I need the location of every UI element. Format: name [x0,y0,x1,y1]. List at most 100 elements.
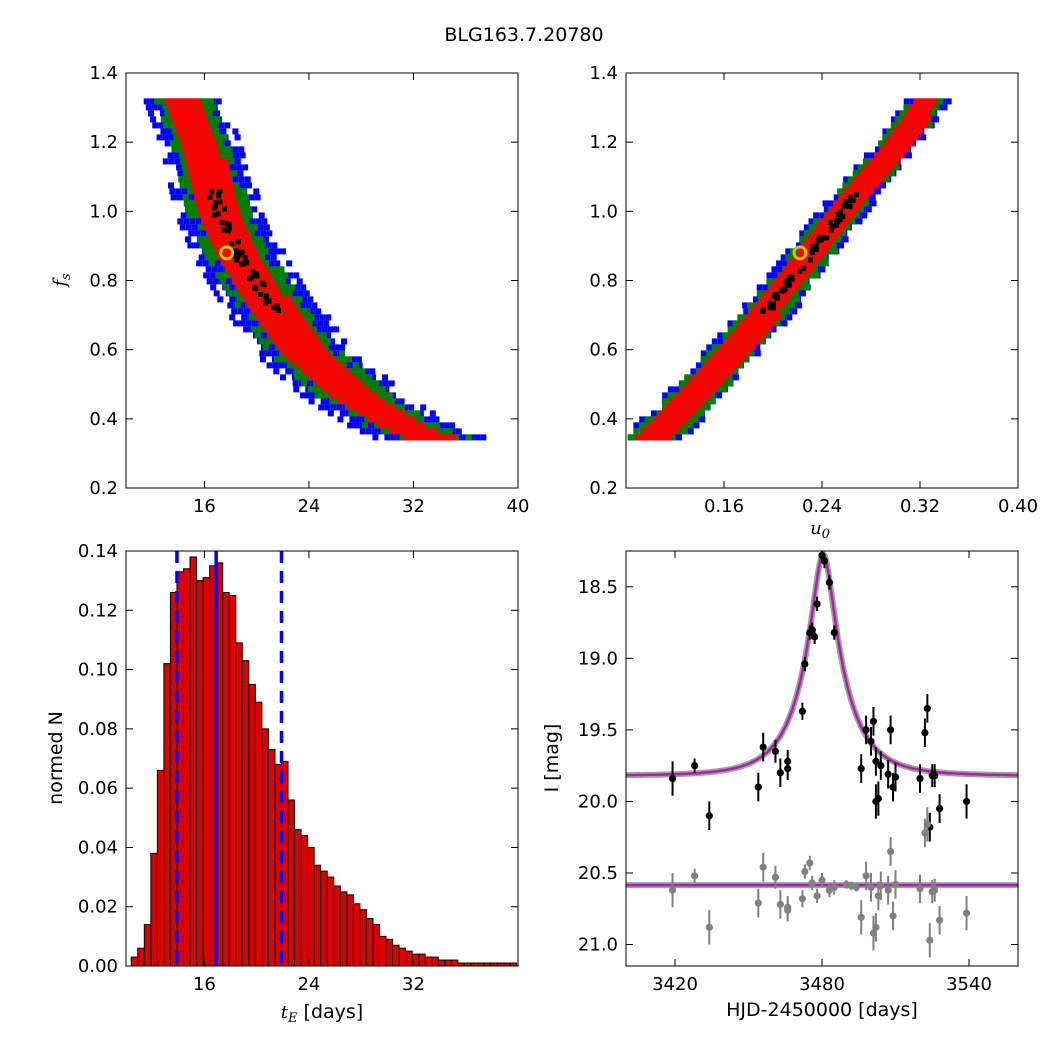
sigma1-cell [186,140,193,147]
sigma2-cell [882,134,889,141]
sigma1-cell [294,326,301,333]
sigma2-cell [633,428,640,435]
sigma2-cell [252,224,258,231]
sigma3-cell [292,380,299,387]
sigma1-cell [897,146,904,153]
data-point [884,770,892,778]
sigma2-cell [240,212,247,219]
sigma1-cell [197,122,204,129]
sigma1-cell [665,416,671,423]
sigma3-cell [427,416,434,423]
sigma2-cell [235,188,241,195]
best-chain-point [242,255,248,261]
sigma2-cell [793,296,800,303]
sigma1-cell [860,182,867,189]
sigma1-cell [756,314,763,321]
sigma1-cell [222,224,229,231]
sigma1-cell [351,380,358,387]
sigma2-cell [764,332,771,339]
sigma1-cell [313,368,320,375]
sigma1-cell [872,176,878,183]
sigma1-cell [693,386,700,393]
sigma1-cell [213,176,220,183]
sigma3-cell [920,134,927,141]
sigma3-cell [772,272,779,279]
sigma2-cell [722,332,729,339]
sigma1-cell [811,260,818,267]
sigma3-cell [870,200,877,207]
sigma2-cell [277,284,284,291]
sigma1-cell [272,338,279,345]
sigma3-cell [786,314,793,321]
sigma1-cell [326,374,333,381]
sigma3-cell [237,308,244,315]
sigma1-cell [176,98,183,105]
best-chain-point [229,241,235,247]
y-tick-label: 19.5 [578,720,618,741]
sigma1-cell [228,188,235,195]
sigma1-cell [334,386,341,393]
sigma1-cell [188,146,195,153]
sigma1-cell [359,404,366,411]
sigma1-cell [236,284,243,291]
sigma1-cell [331,368,338,375]
y-tick-label: 20.5 [578,863,618,884]
histogram-bar [176,571,184,966]
sigma2-cell [254,332,261,339]
data-point [962,909,971,917]
data-point [884,886,892,894]
sigma1-cell [731,344,738,351]
sigma1-cell [693,392,700,399]
sigma1-cell [880,152,887,159]
sigma3-cell [180,212,187,219]
sigma2-cell [933,104,940,111]
sigma1-cell [909,104,916,111]
sigma3-cell [239,320,246,327]
sigma3-cell [700,350,707,357]
data-point [872,923,880,931]
sigma1-cell [334,392,341,399]
sigma1-cell [902,140,909,147]
sigma1-cell [284,338,291,345]
sigma3-cell [780,254,787,261]
sigma1-cell [287,356,294,363]
sigma1-cell [810,254,817,261]
sigma3-cell [727,320,734,327]
sigma1-cell [219,176,226,183]
sigma1-cell [282,344,289,351]
sigma1-cell [175,110,182,117]
sigma1-cell [671,416,677,423]
sigma3-cell [813,212,820,219]
sigma3-cell [162,134,169,141]
sigma1-cell [314,374,321,381]
best-chain-point [226,225,232,231]
sigma1-cell [314,338,321,345]
panel-fs-vs-tE: 16 24 32 40 0.2 0.4 0.6 0.8 1.0 1.2 1.4 fs [50,63,529,517]
sigma3-cell [770,326,777,333]
sigma1-cell [379,398,386,405]
sigma1-cell [215,248,221,255]
sigma3-cell [210,284,217,291]
sigma2-cell [414,410,421,417]
sigma1-cell [393,410,400,417]
sigma1-cell [245,248,251,255]
sigma1-cell [345,380,352,387]
data-point [691,872,699,880]
sigma1-cell [431,428,438,435]
sigma1-cell [860,176,866,183]
sigma1-cell [352,386,359,393]
sigma2-cell [359,368,366,375]
x-tick-label: 0.32 [900,496,940,517]
sigma3-cell [315,326,322,333]
sigma2-cell [687,422,693,429]
y-tick-label: 1.0 [89,201,118,222]
best-chain-point [760,308,766,314]
sigma1-cell [194,194,201,201]
sigma1-cell [207,218,214,225]
sigma1-cell [214,152,220,159]
sigma1-cell [232,278,239,285]
sigma3-cell [874,188,881,195]
sigma1-cell [874,152,881,159]
sigma3-cell [941,104,948,111]
sigma2-cell [232,290,239,297]
